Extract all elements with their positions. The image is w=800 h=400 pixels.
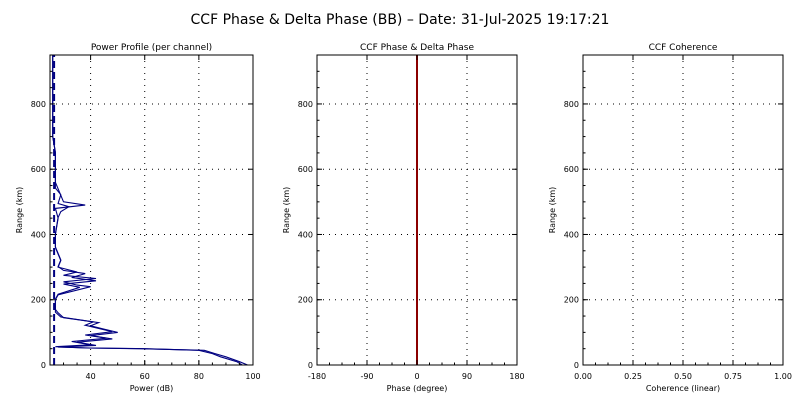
x-tick-label: 0.75	[724, 372, 742, 381]
x-tick-label: 180	[509, 372, 524, 381]
x-tick-label: 0.50	[674, 372, 692, 381]
x-tick-label: -180	[308, 372, 326, 381]
panel-title: CCF Phase & Delta Phase	[360, 43, 474, 53]
axes-frame	[582, 54, 784, 366]
y-tick-label: 400	[31, 230, 46, 239]
panel-1: Power Profile (per channel) 40 60 80 100 0 200…	[15, 43, 261, 393]
y-tick-label: 200	[564, 296, 579, 305]
panel-2: CCF Phase & Delta Phase -180 -90 0 90 180 0 200…	[282, 43, 525, 393]
y-tick-label: 200	[31, 296, 46, 305]
y-tick-label: 0	[308, 361, 313, 370]
y-tick-label: 800	[564, 100, 579, 109]
y-tick-label: 600	[298, 165, 313, 174]
series-1-line	[52, 55, 243, 366]
series-2-line	[52, 55, 248, 366]
y-tick-label: 800	[298, 100, 313, 109]
x-tick-label: 40	[86, 372, 96, 381]
y-axis-label: Range (km)	[282, 187, 291, 234]
y-tick-label: 0	[574, 361, 579, 370]
panel-title: CCF Coherence	[649, 43, 718, 53]
x-axis-label: Coherence (linear)	[646, 384, 720, 393]
x-tick-label: 80	[194, 372, 204, 381]
axes-frame	[49, 54, 254, 366]
y-tick-label: 600	[564, 165, 579, 174]
x-tick-label: 90	[462, 372, 472, 381]
x-axis-label: Phase (degree)	[387, 384, 448, 393]
x-tick-label: -90	[360, 372, 373, 381]
x-axis-label: Power (dB)	[130, 384, 174, 393]
panel-title: Power Profile (per channel)	[91, 43, 212, 53]
y-axis-label: Range (km)	[548, 187, 557, 234]
x-tick-label: 0.25	[624, 372, 642, 381]
y-tick-label: 400	[298, 230, 313, 239]
x-tick-label: 0.00	[574, 372, 592, 381]
x-tick-label: 0	[414, 372, 419, 381]
y-tick-label: 0	[41, 361, 46, 370]
y-tick-label: 400	[564, 230, 579, 239]
x-tick-label: 100	[245, 372, 260, 381]
panels: Power Profile (per channel) 40 60 80 100 0 200…	[15, 43, 792, 393]
y-tick-label: 800	[31, 100, 46, 109]
figure-title: CCF Phase & Delta Phase (BB) – Date: 31-…	[191, 12, 610, 28]
y-tick-label: 600	[31, 165, 46, 174]
x-tick-label: 1.00	[774, 372, 792, 381]
y-axis-label: Range (km)	[15, 187, 24, 234]
y-tick-label: 200	[298, 296, 313, 305]
panel-3: CCF Coherence 0.00 0.25 0.50 0.75 1.00 0 200 400…	[548, 43, 792, 393]
x-tick-label: 60	[140, 372, 150, 381]
